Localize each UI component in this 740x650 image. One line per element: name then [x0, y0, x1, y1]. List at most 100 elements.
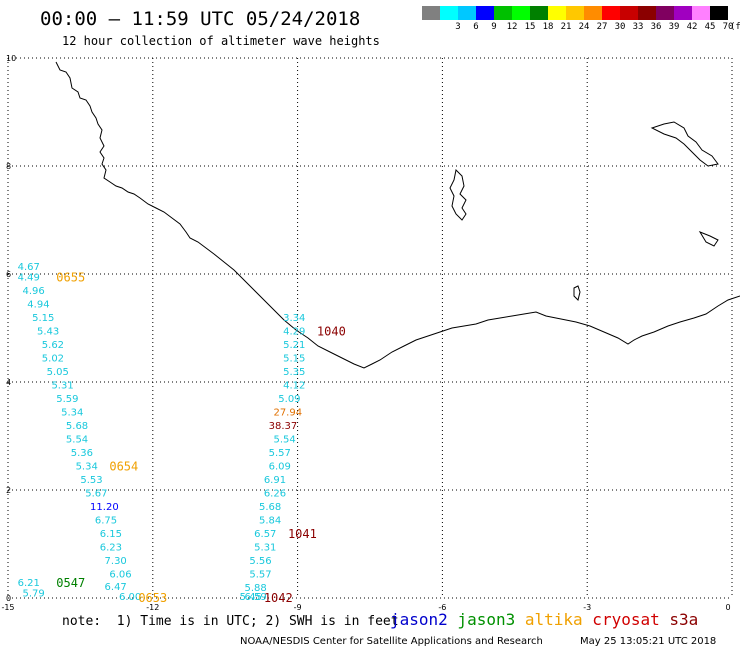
wave-height-value: 5.15 [32, 313, 54, 324]
wave-height-values: 4.674.49 4.96 4.94 5.15 5.43 5.62 5.02 5.05 5.31… [18, 262, 306, 603]
wave-height-value: 5.21 [283, 340, 305, 351]
color-scale-label: 36 [650, 22, 662, 32]
color-scale-label: 12 [506, 22, 518, 32]
wave-height-value: 4.12 [283, 381, 305, 392]
legend-entry: s3a [659, 610, 699, 629]
wave-height-value: 4.49 [18, 273, 40, 284]
pass-time-label: 0653 [138, 591, 167, 605]
legend-entry: altika [515, 610, 583, 629]
wave-height-value: 6.26 [264, 489, 286, 500]
wave-height-value: 6.23 [100, 543, 122, 554]
wave-height-value: 5.15 [283, 354, 305, 365]
satellite-legend: jason2 jason3 altika cryosat s3a [390, 610, 698, 629]
wave-height-value: 6.21 [18, 578, 40, 589]
wave-height-value: 5.54 [273, 435, 295, 446]
wave-height-value: 6.09 [269, 462, 291, 473]
shore-fragment [698, 230, 719, 247]
color-scale-swatch [602, 6, 620, 20]
color-scale-label: 18 [542, 22, 554, 32]
pass-time-label: 1041 [288, 527, 317, 541]
pass-time-label: 0547 [56, 576, 85, 590]
color-scale-label: 45 [704, 22, 716, 32]
color-scale-swatch [512, 6, 530, 20]
lake-east-outline [650, 121, 719, 167]
color-scale-swatch [530, 6, 548, 20]
x-tick-label: -12 [146, 603, 159, 612]
color-scale-label: 3 [455, 22, 461, 32]
wave-height-value: 3.34 [283, 313, 305, 324]
wave-height-value: 5.84 [259, 516, 281, 527]
wave-height-value: 5.45 [240, 592, 262, 603]
wave-height-value: 5.59 [56, 394, 78, 405]
pass-time-label: 0654 [109, 460, 138, 474]
color-scale-swatch [674, 6, 692, 20]
wave-height-value: 6.06 [109, 570, 131, 581]
color-scale-unit: (ft) [730, 22, 740, 32]
generation-timestamp: May 25 13:05:21 UTC 2018 [580, 636, 717, 647]
wave-height-value: 5.02 [42, 354, 64, 365]
wave-height-value: 5.79 [22, 589, 44, 600]
wave-height-value: 5.57 [249, 570, 271, 581]
wave-height-value: 4.94 [27, 300, 49, 311]
color-scale-label: 42 [686, 22, 698, 32]
color-scale-label: 30 [614, 22, 626, 32]
y-tick-label: 6 [6, 270, 11, 279]
color-scale-label: 24 [578, 22, 590, 32]
wave-height-value: 6.57 [254, 529, 276, 540]
wave-height-value: 5.31 [254, 543, 276, 554]
color-scale-label: 21 [560, 22, 572, 32]
wave-height-value: 5.05 [47, 367, 69, 378]
color-scale-swatch [710, 6, 728, 20]
y-tick-label: 0 [6, 594, 11, 603]
wave-height-value: 5.34 [76, 462, 98, 473]
wave-height-value: 6.59 [245, 592, 267, 603]
pass-time-label: 0655 [56, 271, 85, 285]
island-outline [573, 285, 581, 301]
wave-height-value: 6.15 [100, 529, 122, 540]
wave-height-value: 6.00 [119, 592, 141, 603]
wave-height-value: 5.34 [61, 408, 83, 419]
color-scale-bar [422, 6, 728, 20]
wave-height-value: 5.68 [66, 421, 88, 432]
wave-height-value: 4.96 [22, 286, 44, 297]
wave-height-value: 5.56 [249, 556, 271, 567]
color-scale-swatch [476, 6, 494, 20]
footnote: note: 1) Time is in UTC; 2) SWH is in fe… [62, 614, 399, 629]
wave-height-value: 4.29 [283, 327, 305, 338]
wave-height-value: 7.30 [105, 556, 127, 567]
color-scale-label: 27 [596, 22, 608, 32]
wave-height-value: 38.37 [269, 421, 298, 432]
color-scale-label: 6 [473, 22, 479, 32]
coastline [55, 61, 740, 369]
color-scale-swatch [548, 6, 566, 20]
wave-height-value: 5.53 [80, 475, 102, 486]
credit-line: NOAA/NESDIS Center for Satellite Applica… [240, 636, 543, 647]
pass-time-label: 1042 [264, 591, 293, 605]
x-tick-label: -15 [1, 603, 14, 612]
wave-height-value: 5.54 [66, 435, 88, 446]
color-scale-label: 33 [632, 22, 644, 32]
color-scale-swatch [494, 6, 512, 20]
y-tick-label: 2 [6, 486, 11, 495]
wave-height-value: 5.57 [269, 448, 291, 459]
legend-entry: jason2 [390, 610, 448, 629]
map-subtitle: 12 hour collection of altimeter wave hei… [62, 34, 380, 48]
legend-entry: jason3 [447, 610, 516, 629]
west-africa-coastline [55, 61, 740, 369]
color-scale-swatch [620, 6, 638, 20]
pass-time-label: 1040 [317, 325, 346, 339]
legend-entry: cryosat [582, 610, 660, 629]
y-tick-label: 10 [6, 54, 16, 63]
color-scale-label: 39 [668, 22, 680, 32]
pass-time-labels: 0655 0654 0547 0653 1040 1041 1042 [56, 271, 346, 605]
wave-height-value: 5.88 [245, 583, 267, 594]
wave-height-value: 5.43 [37, 327, 59, 338]
color-scale-label: 70 [722, 22, 734, 32]
x-tick-label: -3 [583, 603, 591, 612]
color-scale-label: 15 [524, 22, 536, 32]
color-scale-swatch [422, 6, 440, 20]
y-tick-label: 8 [6, 162, 11, 171]
color-scale-swatch [584, 6, 602, 20]
color-scale-label: 9 [491, 22, 497, 32]
